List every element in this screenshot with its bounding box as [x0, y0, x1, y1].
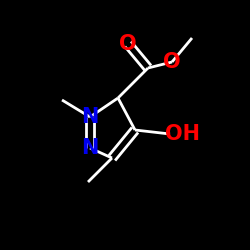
Text: O: O — [163, 52, 181, 72]
Text: OH: OH — [164, 124, 200, 144]
Text: N: N — [81, 107, 99, 127]
Text: O: O — [119, 34, 137, 54]
Text: N: N — [81, 138, 99, 158]
